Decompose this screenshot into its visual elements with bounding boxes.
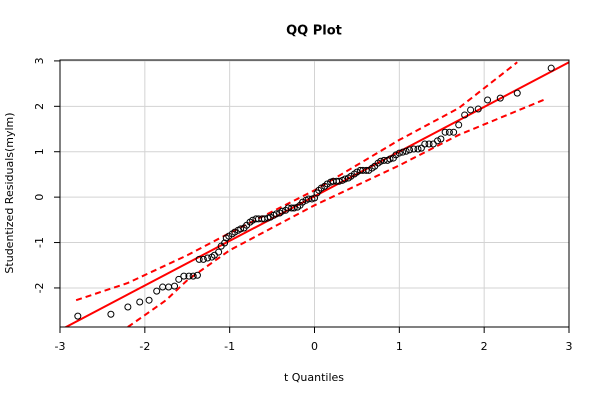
y-tick-label: 2 bbox=[33, 103, 46, 110]
x-tick-label: -3 bbox=[55, 340, 66, 353]
y-axis-label: Studentized Residuals(mylm) bbox=[3, 112, 16, 273]
point bbox=[386, 155, 394, 163]
point bbox=[437, 135, 445, 143]
point bbox=[231, 228, 239, 236]
point bbox=[341, 175, 349, 183]
x-tick-label: 1 bbox=[396, 340, 403, 353]
point bbox=[425, 140, 433, 148]
y-tick-label: -2 bbox=[33, 282, 46, 293]
point bbox=[272, 210, 280, 218]
point bbox=[406, 146, 414, 154]
point bbox=[221, 239, 229, 247]
point bbox=[414, 145, 422, 153]
point bbox=[434, 137, 442, 145]
point bbox=[496, 94, 504, 102]
point bbox=[421, 140, 429, 148]
point bbox=[124, 303, 132, 311]
plot-frame bbox=[59, 59, 570, 328]
point bbox=[513, 89, 521, 97]
point bbox=[159, 283, 167, 291]
point bbox=[195, 255, 203, 263]
point bbox=[395, 149, 403, 157]
chart-title: QQ Plot bbox=[286, 24, 342, 39]
point bbox=[445, 128, 453, 136]
point bbox=[402, 147, 410, 155]
y-tick-label: -1 bbox=[33, 237, 46, 248]
x-axis-label: t Quantiles bbox=[284, 371, 344, 384]
point bbox=[335, 177, 343, 185]
point bbox=[189, 272, 197, 280]
point bbox=[107, 310, 115, 318]
point bbox=[399, 148, 407, 156]
point bbox=[74, 312, 82, 320]
point bbox=[467, 106, 475, 114]
point bbox=[180, 272, 188, 280]
plot-area bbox=[60, 60, 569, 327]
point bbox=[474, 105, 482, 113]
point bbox=[153, 287, 161, 295]
y-tick-label: 1 bbox=[33, 148, 46, 155]
point bbox=[362, 166, 370, 174]
point bbox=[175, 275, 183, 283]
x-tick-label: -2 bbox=[139, 340, 150, 353]
point bbox=[455, 121, 463, 129]
point bbox=[193, 271, 201, 279]
y-tick-label: 0 bbox=[33, 194, 46, 201]
point bbox=[461, 111, 469, 119]
point bbox=[299, 198, 307, 206]
point bbox=[410, 145, 418, 153]
point bbox=[323, 180, 331, 188]
point bbox=[278, 207, 286, 215]
point bbox=[237, 225, 245, 233]
point bbox=[171, 282, 179, 290]
point bbox=[266, 213, 274, 221]
point bbox=[441, 128, 449, 136]
point bbox=[185, 272, 193, 280]
point bbox=[145, 296, 153, 304]
point bbox=[377, 157, 385, 165]
x-tick-label: 3 bbox=[566, 340, 573, 353]
reference-line bbox=[63, 61, 569, 327]
point bbox=[392, 151, 400, 159]
point bbox=[429, 140, 437, 148]
point bbox=[547, 64, 555, 72]
point bbox=[165, 283, 173, 291]
point bbox=[417, 144, 425, 152]
point bbox=[215, 248, 223, 256]
lower-confidence-band bbox=[127, 99, 544, 327]
x-tick-label: -1 bbox=[224, 340, 235, 353]
point bbox=[136, 298, 144, 306]
x-tick-label: 2 bbox=[481, 340, 488, 353]
point bbox=[484, 96, 492, 104]
y-tick-label: 3 bbox=[33, 57, 46, 64]
point bbox=[450, 128, 458, 136]
upper-confidence-band bbox=[75, 61, 518, 302]
point bbox=[290, 204, 298, 212]
point bbox=[199, 255, 207, 263]
x-tick-label: 0 bbox=[311, 340, 318, 353]
point bbox=[317, 184, 325, 192]
point bbox=[204, 254, 212, 262]
